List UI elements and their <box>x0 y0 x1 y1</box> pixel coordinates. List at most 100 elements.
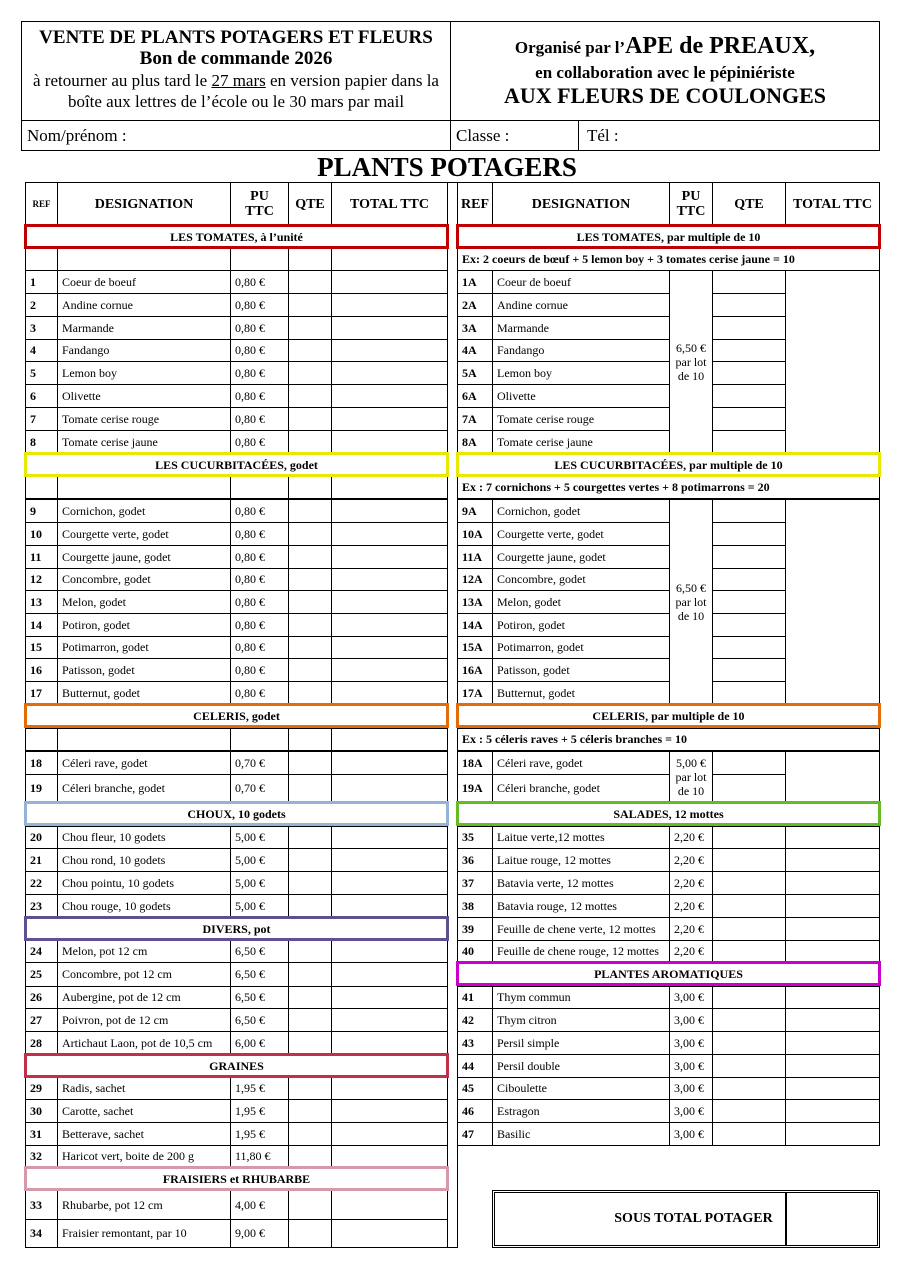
quantity-input[interactable] <box>712 871 786 895</box>
quantity-input[interactable] <box>288 1145 332 1168</box>
total-input[interactable] <box>331 1122 448 1146</box>
total-input[interactable] <box>785 1054 880 1078</box>
quantity-input[interactable] <box>712 848 786 872</box>
quantity-input[interactable] <box>712 826 786 849</box>
quantity-input[interactable] <box>288 986 332 1009</box>
quantity-input[interactable] <box>712 316 786 340</box>
total-input[interactable] <box>331 339 448 362</box>
quantity-input[interactable] <box>288 774 332 803</box>
quantity-input[interactable] <box>288 339 332 362</box>
quantity-input[interactable] <box>712 361 786 385</box>
total-input[interactable] <box>331 894 448 918</box>
total-input[interactable] <box>331 1008 448 1032</box>
quantity-input[interactable] <box>288 658 332 682</box>
total-input[interactable] <box>331 1077 448 1100</box>
quantity-input[interactable] <box>288 636 332 659</box>
total-input[interactable] <box>331 613 448 637</box>
total-input[interactable] <box>331 636 448 659</box>
quantity-input[interactable] <box>288 545 332 569</box>
quantity-input[interactable] <box>288 384 332 408</box>
total-input[interactable] <box>331 1145 448 1168</box>
total-input[interactable] <box>785 1122 880 1146</box>
quantity-input[interactable] <box>712 568 786 591</box>
quantity-input[interactable] <box>288 1008 332 1032</box>
total-input[interactable] <box>785 986 880 1009</box>
total-input[interactable] <box>331 940 448 963</box>
quantity-input[interactable] <box>288 293 332 317</box>
total-input[interactable] <box>331 293 448 317</box>
quantity-input[interactable] <box>288 430 332 454</box>
quantity-input[interactable] <box>712 499 786 523</box>
subtotal-value[interactable] <box>785 1193 877 1245</box>
total-input[interactable] <box>331 962 448 987</box>
quantity-input[interactable] <box>288 751 332 775</box>
total-input[interactable] <box>331 568 448 591</box>
total-input[interactable] <box>331 384 448 408</box>
quantity-input[interactable] <box>712 522 786 546</box>
quantity-input[interactable] <box>712 270 786 294</box>
quantity-input[interactable] <box>712 384 786 408</box>
quantity-input[interactable] <box>288 940 332 963</box>
quantity-input[interactable] <box>288 316 332 340</box>
quantity-input[interactable] <box>288 361 332 385</box>
total-input[interactable] <box>331 774 448 803</box>
quantity-input[interactable] <box>288 1190 332 1220</box>
quantity-input[interactable] <box>288 568 332 591</box>
lot-total-input[interactable] <box>785 499 880 705</box>
total-input[interactable] <box>785 1031 880 1055</box>
quantity-input[interactable] <box>712 613 786 637</box>
quantity-input[interactable] <box>712 774 786 803</box>
total-input[interactable] <box>331 848 448 872</box>
total-input[interactable] <box>331 270 448 294</box>
phone-field[interactable]: Tél : <box>578 120 880 151</box>
total-input[interactable] <box>331 1099 448 1123</box>
total-input[interactable] <box>331 751 448 775</box>
quantity-input[interactable] <box>712 407 786 431</box>
total-input[interactable] <box>785 826 880 849</box>
quantity-input[interactable] <box>288 590 332 614</box>
quantity-input[interactable] <box>712 1054 786 1078</box>
total-input[interactable] <box>331 681 448 705</box>
total-input[interactable] <box>785 1099 880 1123</box>
lot-total-input[interactable] <box>785 270 880 454</box>
total-input[interactable] <box>331 871 448 895</box>
quantity-input[interactable] <box>288 681 332 705</box>
total-input[interactable] <box>331 430 448 454</box>
quantity-input[interactable] <box>712 339 786 362</box>
quantity-input[interactable] <box>288 1031 332 1055</box>
quantity-input[interactable] <box>712 917 786 941</box>
quantity-input[interactable] <box>712 590 786 614</box>
quantity-input[interactable] <box>712 1122 786 1146</box>
total-input[interactable] <box>331 986 448 1009</box>
total-input[interactable] <box>331 658 448 682</box>
name-field[interactable]: Nom/prénom : <box>21 120 451 151</box>
quantity-input[interactable] <box>288 962 332 987</box>
quantity-input[interactable] <box>712 430 786 454</box>
quantity-input[interactable] <box>288 894 332 918</box>
class-field[interactable]: Classe : <box>450 120 579 151</box>
quantity-input[interactable] <box>288 499 332 523</box>
quantity-input[interactable] <box>288 848 332 872</box>
total-input[interactable] <box>785 1077 880 1100</box>
quantity-input[interactable] <box>712 1099 786 1123</box>
quantity-input[interactable] <box>712 681 786 705</box>
quantity-input[interactable] <box>288 613 332 637</box>
quantity-input[interactable] <box>288 522 332 546</box>
total-input[interactable] <box>785 848 880 872</box>
quantity-input[interactable] <box>288 826 332 849</box>
total-input[interactable] <box>785 940 880 963</box>
total-input[interactable] <box>785 1008 880 1032</box>
quantity-input[interactable] <box>288 1219 332 1248</box>
quantity-input[interactable] <box>288 871 332 895</box>
quantity-input[interactable] <box>288 1077 332 1100</box>
quantity-input[interactable] <box>712 545 786 569</box>
quantity-input[interactable] <box>712 986 786 1009</box>
quantity-input[interactable] <box>712 293 786 317</box>
total-input[interactable] <box>331 499 448 523</box>
quantity-input[interactable] <box>712 636 786 659</box>
quantity-input[interactable] <box>712 658 786 682</box>
total-input[interactable] <box>785 917 880 941</box>
total-input[interactable] <box>331 1031 448 1055</box>
total-input[interactable] <box>331 361 448 385</box>
total-input[interactable] <box>331 316 448 340</box>
